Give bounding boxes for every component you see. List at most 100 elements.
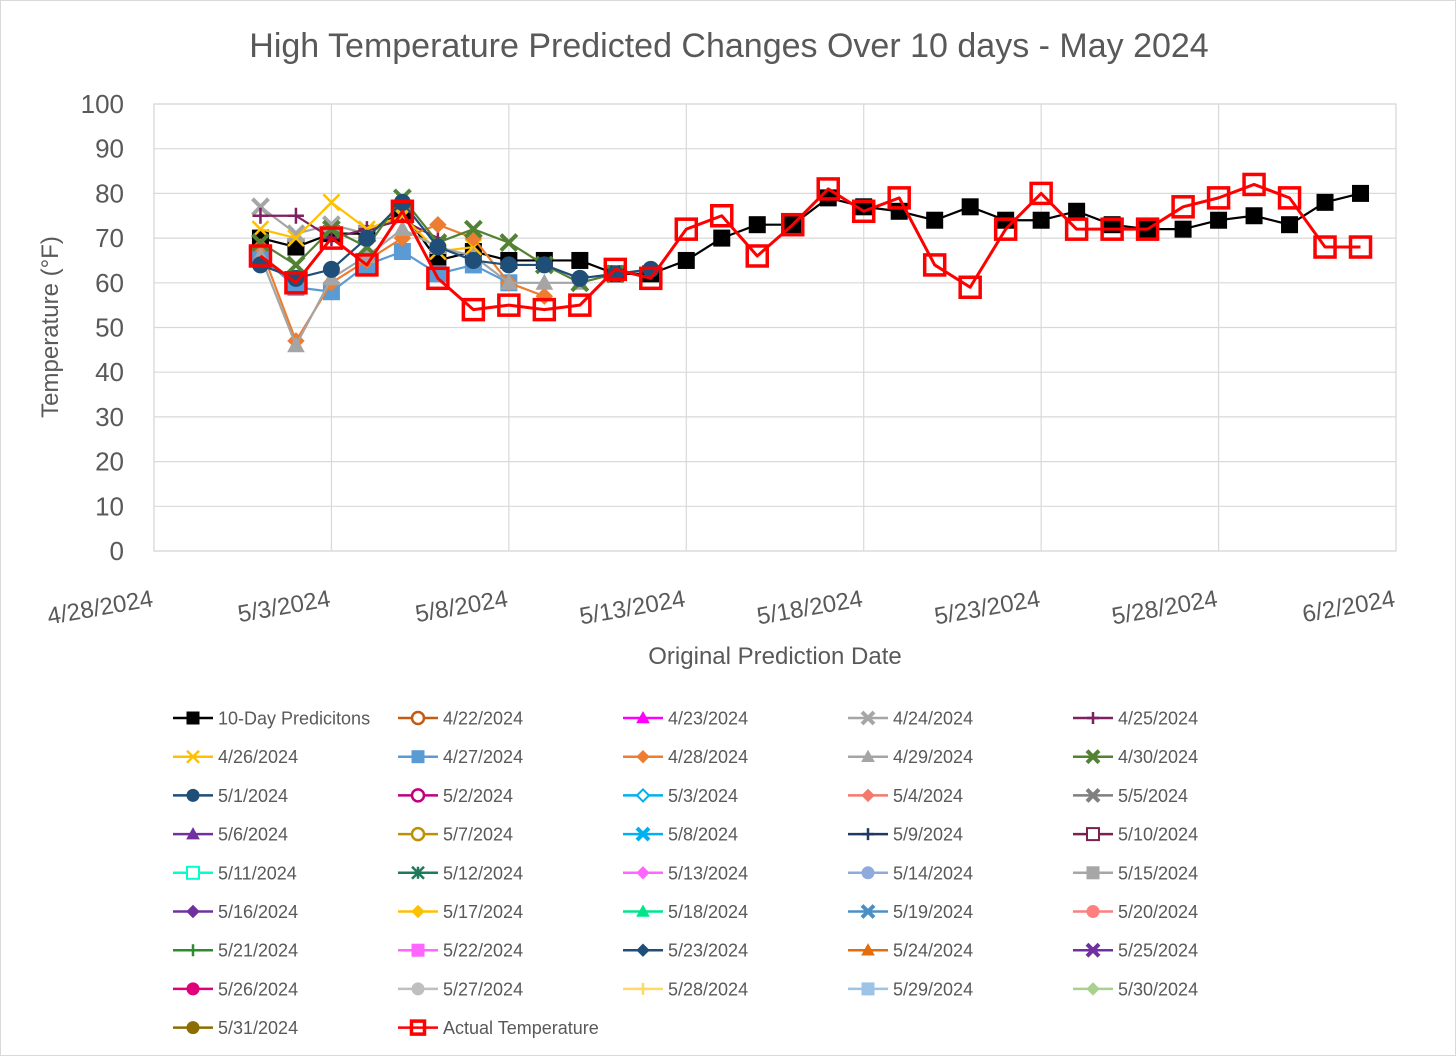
legend-swatch-marker [411,750,425,764]
legend-label: 5/24/2024 [893,941,973,961]
legend-item: 5/28/2024 [623,979,748,999]
legend-swatch-marker [410,826,426,842]
legend-item: 5/13/2024 [623,863,748,883]
legend-item: 4/23/2024 [623,709,748,729]
legend-label: 5/4/2024 [893,786,963,806]
legend-label: 4/27/2024 [443,747,523,767]
legend-swatch-marker [637,982,649,995]
legend-label: 5/9/2024 [893,825,963,845]
data-point [1281,216,1299,234]
legend-swatch-marker [1086,827,1100,842]
data-point [463,219,483,239]
legend-swatch-marker [410,710,426,726]
y-axis-title: Temperature (°F) [37,236,64,418]
y-tick-label: 30 [95,402,124,432]
legend-item: 5/14/2024 [848,863,973,883]
data-point [535,287,554,305]
legend-swatch-marker [861,982,875,996]
data-point [1068,202,1086,220]
legend-swatch-marker [410,788,426,803]
legend-item: 4/26/2024 [173,747,298,767]
data-point [710,204,734,228]
legend-item: 5/31/2024 [173,1018,298,1038]
data-point [1029,181,1053,206]
data-point [322,215,341,235]
data-point [287,229,305,247]
legend-item: 5/5/2024 [1073,786,1188,806]
data-point [748,216,766,234]
legend-label: 5/26/2024 [218,979,298,999]
legend-swatch-marker [636,943,650,957]
legend-item: 4/29/2024 [848,747,973,767]
data-point [535,273,554,290]
legend-swatch-marker [636,710,650,724]
y-tick-label: 50 [95,313,124,343]
legend-label: 5/15/2024 [1118,863,1198,883]
data-point [358,229,376,247]
legend-label: 5/7/2024 [443,825,513,845]
data-point [286,255,306,275]
legend-item: 4/27/2024 [398,747,523,767]
legend-item: 5/20/2024 [1073,902,1198,922]
legend-label: 5/5/2024 [1118,786,1188,806]
data-point [429,215,447,234]
legend-swatch-marker [409,1019,427,1036]
legend-swatch-marker [861,943,875,956]
legend-item: 5/1/2024 [173,786,288,806]
data-point [1171,195,1195,219]
legend-swatch-marker [861,866,875,880]
legend-item: 5/22/2024 [398,941,523,961]
data-point [1242,172,1266,197]
data-point [251,233,270,252]
x-tick-label: 5/13/2024 [577,585,687,630]
legend-swatch-marker [1087,712,1099,724]
legend-swatch-marker [636,904,650,917]
legend-swatch-marker [186,982,200,996]
legend-swatch-marker [186,827,200,840]
data-point [926,211,944,229]
legend-label: 5/28/2024 [668,979,748,999]
legend-item: 10-Day Predicitons [173,709,370,729]
legend-item: 5/11/2024 [173,863,297,883]
series-actual-temperature [248,172,1373,322]
y-tick-label: 60 [95,268,124,298]
legend-item: 5/18/2024 [623,902,748,922]
legend-label: 4/26/2024 [218,747,298,767]
legend-label: 5/1/2024 [218,786,288,806]
data-point [393,220,412,237]
legend-label: 5/16/2024 [218,902,298,922]
legend-swatch-marker [635,826,651,842]
y-tick-label: 40 [95,357,124,387]
data-point [816,177,840,201]
legend-item: 5/19/2024 [848,902,973,922]
x-tick-label: 5/18/2024 [755,585,865,630]
legend-swatch-marker [862,828,874,841]
legend-swatch-marker [186,711,200,725]
legend-swatch-marker [411,982,425,996]
gridlines [153,103,1397,552]
legend-label: 5/25/2024 [1118,941,1198,961]
legend-item: 5/3/2024 [623,786,738,806]
data-point [1174,220,1192,238]
legend-swatch-marker [186,904,200,919]
legend-label: 5/8/2024 [668,825,738,845]
data-point [500,273,518,290]
legend-label: 5/11/2024 [218,863,297,883]
y-tick-label: 0 [110,536,124,566]
data-point [1210,211,1228,229]
data-point [429,238,447,256]
legend-label: 4/22/2024 [443,709,523,729]
data-point [499,233,519,252]
y-tick-label: 90 [95,134,124,164]
legend-item: 5/27/2024 [398,979,523,999]
legend-item: 5/9/2024 [848,825,963,845]
data-point [993,217,1018,241]
data-point [571,251,589,269]
x-tick-label: 5/23/2024 [932,585,1042,630]
legend-swatch-marker [636,749,650,764]
chart-title: High Temperature Predicted Changes Over … [249,27,1208,65]
data-point [390,199,415,224]
data-point [1245,207,1263,225]
legend-swatch-marker [636,866,650,880]
data-point [532,297,557,322]
